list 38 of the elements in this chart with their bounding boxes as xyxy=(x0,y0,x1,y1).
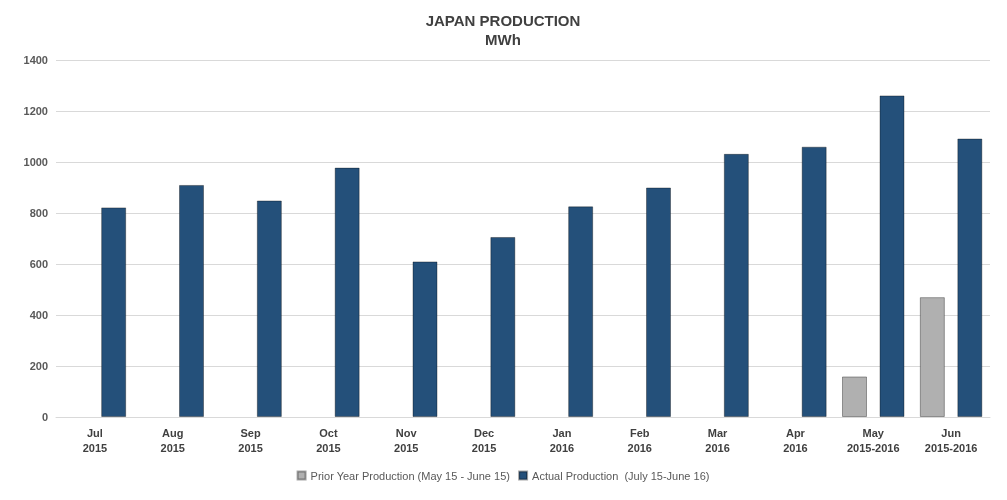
x-tick-label: Apr 2016 xyxy=(783,426,808,454)
chart-title: JAPAN PRODUCTION xyxy=(425,12,581,29)
legend-label: Actual Production (July 15-June 16) xyxy=(532,469,710,482)
bar xyxy=(879,95,905,417)
x-tick-label: Feb 2016 xyxy=(627,426,652,454)
x-tick-label: Jan 2016 xyxy=(549,426,575,454)
bar xyxy=(801,146,827,417)
y-tick-label: 1200 xyxy=(23,105,48,117)
y-tick-label: 400 xyxy=(29,309,48,321)
y-tick-label: 600 xyxy=(29,258,48,270)
bar xyxy=(490,236,516,417)
chart-subtitle: MWh xyxy=(485,31,521,48)
x-tick-label: Nov 2015 xyxy=(394,426,419,454)
bar xyxy=(568,206,594,417)
bar xyxy=(334,167,360,417)
y-tick-label: 200 xyxy=(29,360,48,372)
x-tick-label: May 2015-2016 xyxy=(846,426,900,454)
bar xyxy=(412,261,438,417)
bar xyxy=(179,184,204,417)
bar xyxy=(919,297,945,417)
x-tick-label: Jun 2015-2016 xyxy=(924,426,978,454)
bar xyxy=(842,376,867,417)
x-tick-label: Oct 2015 xyxy=(316,426,341,454)
x-tick-label: Jul 2015 xyxy=(82,426,108,454)
bar xyxy=(957,138,983,417)
legend-label: Prior Year Production (May 15 - June 15) xyxy=(310,469,510,482)
x-tick-label: Aug 2015 xyxy=(160,426,185,454)
bar xyxy=(723,153,749,417)
x-tick-label: Dec 2015 xyxy=(471,426,497,454)
y-tick-label: 1400 xyxy=(23,54,48,66)
bar xyxy=(646,187,671,417)
bar xyxy=(256,200,282,417)
y-tick-label: 800 xyxy=(29,207,48,219)
y-tick-label: 1000 xyxy=(23,156,48,168)
x-tick-label: Mar 2016 xyxy=(705,426,730,454)
bar xyxy=(101,207,127,417)
x-tick-label: Sep 2015 xyxy=(238,426,263,454)
y-tick-label: 0 xyxy=(41,411,48,423)
